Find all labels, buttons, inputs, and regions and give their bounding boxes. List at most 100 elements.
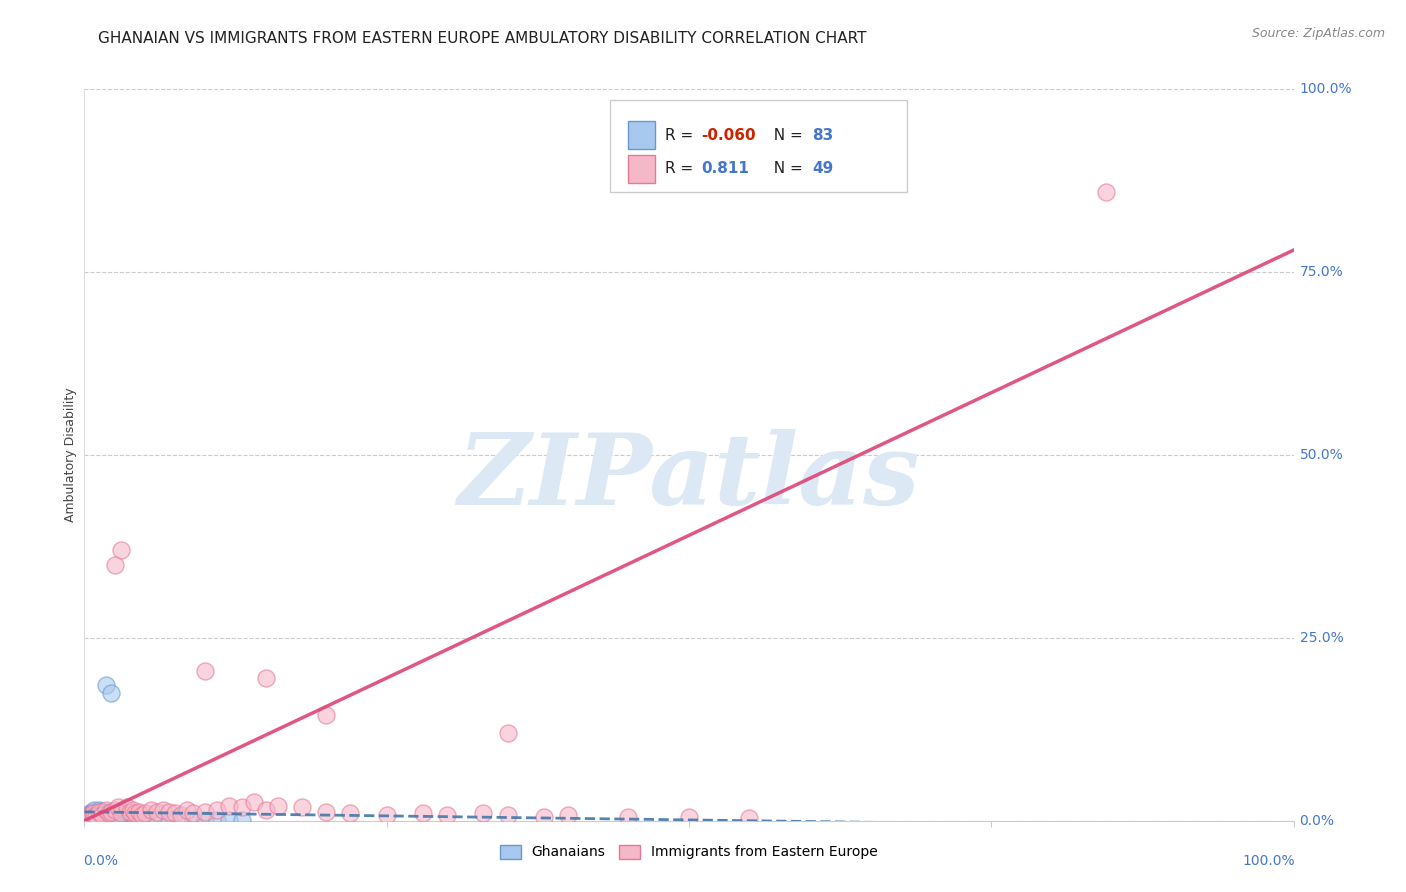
Point: [315, 805, 337, 819]
Point: [94, 807, 117, 822]
Point: [94, 806, 117, 821]
Point: [104, 810, 127, 824]
Point: [139, 803, 162, 817]
Point: [112, 811, 135, 825]
Point: [231, 813, 253, 827]
Point: [79, 807, 101, 822]
FancyBboxPatch shape: [628, 155, 655, 183]
Point: [115, 800, 138, 814]
Point: [86, 809, 108, 823]
Point: [77, 810, 100, 824]
Point: [104, 558, 127, 572]
Point: [94, 809, 117, 823]
Text: 25.0%: 25.0%: [1299, 631, 1343, 645]
Point: [86, 807, 108, 822]
Point: [93, 810, 115, 824]
Point: [82, 809, 104, 823]
Point: [110, 806, 132, 821]
Point: [101, 810, 124, 824]
Point: [120, 805, 142, 819]
Point: [98, 809, 121, 823]
Point: [146, 805, 169, 819]
Point: [146, 812, 169, 826]
Point: [267, 799, 290, 814]
Text: 75.0%: 75.0%: [1299, 265, 1343, 279]
Point: [87, 807, 110, 822]
Point: [114, 812, 136, 826]
Point: [134, 806, 156, 821]
Point: [100, 686, 122, 700]
Point: [86, 805, 108, 820]
Point: [181, 813, 204, 827]
Point: [80, 811, 103, 825]
Point: [181, 806, 204, 821]
Point: [127, 812, 149, 826]
Point: [218, 813, 240, 827]
Point: [86, 809, 108, 823]
Point: [121, 812, 143, 826]
Point: [82, 807, 104, 822]
Point: [117, 812, 139, 826]
Point: [91, 807, 114, 822]
Text: 0.0%: 0.0%: [1299, 814, 1334, 828]
Point: [120, 812, 142, 826]
Point: [254, 671, 277, 685]
Point: [94, 678, 117, 692]
Text: 50.0%: 50.0%: [1299, 448, 1343, 462]
Point: [105, 809, 128, 823]
Point: [90, 809, 112, 823]
Point: [94, 803, 117, 817]
Point: [291, 800, 314, 814]
Point: [79, 806, 101, 821]
Point: [83, 803, 105, 817]
Point: [194, 805, 217, 819]
Point: [112, 810, 135, 824]
Point: [97, 806, 120, 821]
Point: [617, 810, 640, 824]
Text: 0.0%: 0.0%: [83, 854, 118, 868]
Point: [100, 810, 122, 824]
Point: [83, 808, 105, 822]
Point: [124, 812, 146, 826]
FancyBboxPatch shape: [610, 100, 907, 192]
Point: [84, 807, 107, 822]
Point: [84, 811, 107, 825]
Point: [375, 807, 398, 822]
Text: -0.060: -0.060: [702, 128, 755, 143]
Point: [83, 810, 105, 824]
Text: R =: R =: [665, 161, 697, 177]
Point: [87, 804, 110, 818]
FancyBboxPatch shape: [628, 121, 655, 149]
Point: [339, 806, 361, 821]
Point: [93, 809, 115, 823]
Point: [87, 805, 110, 819]
Text: R =: R =: [665, 128, 697, 143]
Point: [110, 543, 132, 558]
Point: [96, 810, 118, 824]
Y-axis label: Ambulatory Disability: Ambulatory Disability: [65, 388, 77, 522]
Point: [738, 812, 761, 826]
Point: [77, 810, 100, 824]
Point: [128, 805, 150, 819]
Legend: Ghanaians, Immigrants from Eastern Europe: Ghanaians, Immigrants from Eastern Europ…: [494, 839, 884, 865]
Point: [176, 803, 198, 817]
Point: [79, 811, 101, 825]
Text: 83: 83: [813, 128, 834, 143]
Point: [97, 805, 120, 819]
Point: [107, 800, 129, 814]
Point: [97, 808, 120, 822]
Point: [131, 807, 153, 822]
Point: [97, 811, 120, 825]
Point: [91, 807, 114, 822]
Point: [111, 811, 134, 825]
Point: [170, 813, 193, 827]
Point: [104, 811, 127, 825]
Point: [315, 707, 337, 722]
Text: Source: ZipAtlas.com: Source: ZipAtlas.com: [1251, 27, 1385, 40]
Point: [496, 807, 519, 822]
Point: [231, 800, 253, 814]
Point: [207, 813, 229, 827]
Point: [533, 810, 555, 824]
Point: [101, 811, 124, 825]
Point: [79, 810, 101, 824]
